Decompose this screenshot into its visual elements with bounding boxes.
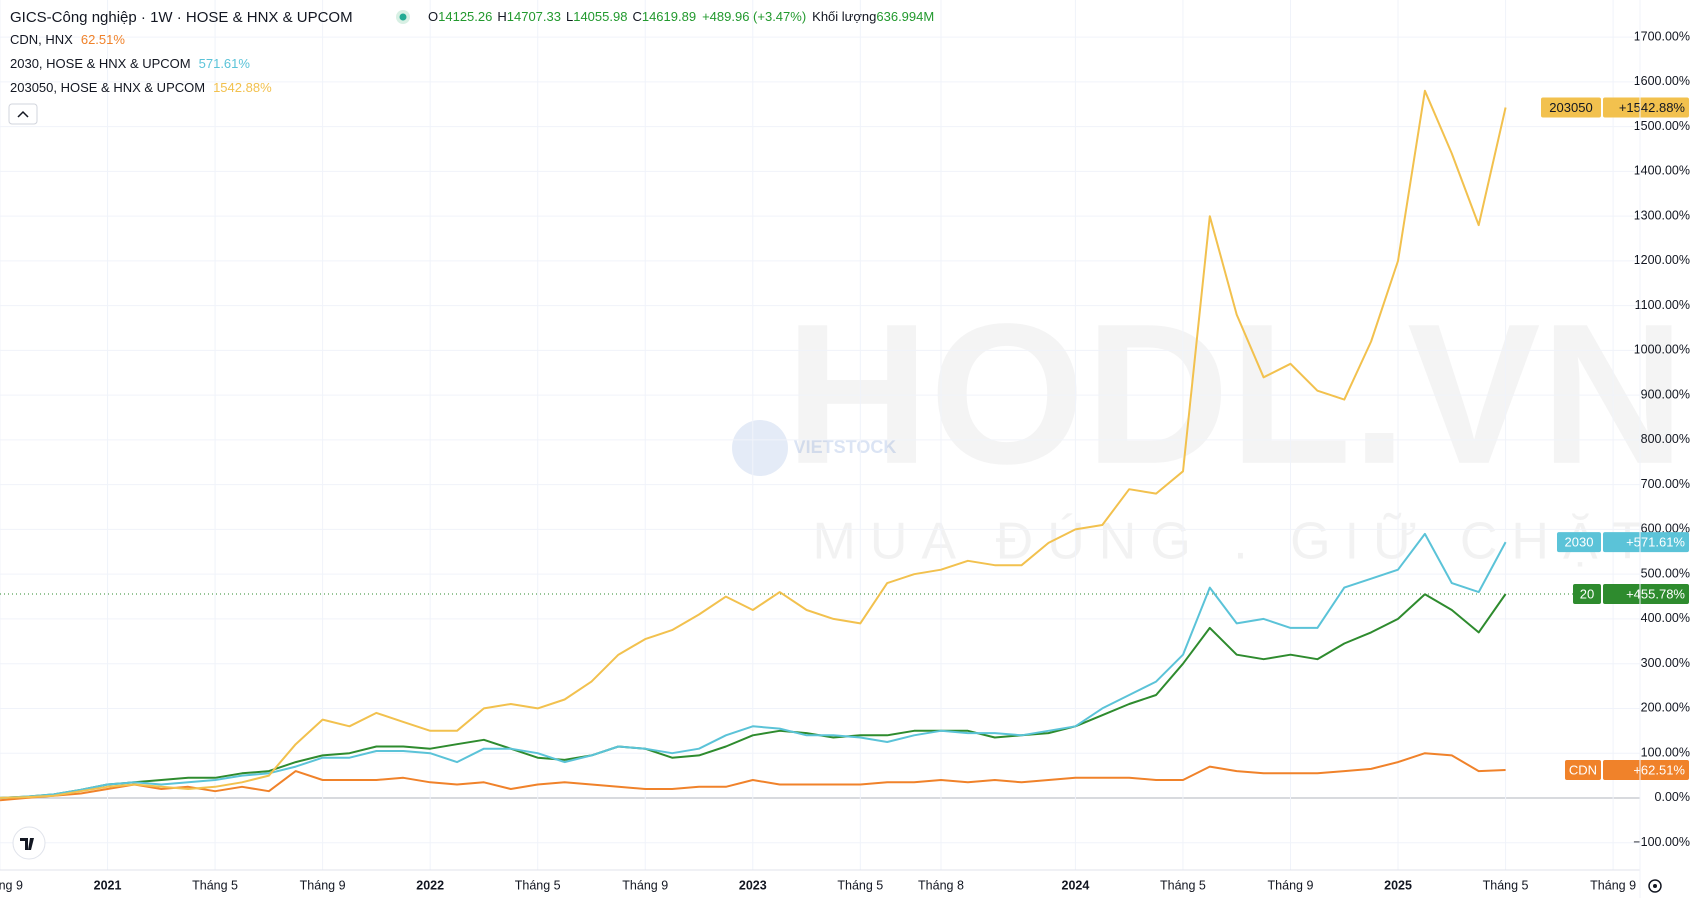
settings-button[interactable]: [1648, 879, 1662, 893]
price-badge: [1565, 759, 1601, 780]
price-badge: [1603, 97, 1689, 118]
price-badge: [1603, 532, 1689, 553]
price-badge: [1603, 583, 1689, 604]
price-badge: [1541, 97, 1601, 118]
ohlc-value: 14055.98: [573, 9, 627, 24]
y-tick-label: 400.00%: [1641, 611, 1690, 625]
x-tick-label: 2024: [1062, 878, 1090, 892]
legend-value: 571.61%: [199, 56, 251, 71]
y-tick-label: 800.00%: [1641, 432, 1690, 446]
y-tick-label: 100.00%: [1641, 745, 1690, 759]
ohlc-value: 14707.33: [507, 9, 561, 24]
legend-entry: 2030, HOSE & HNX & UPCOM 571.61%: [10, 56, 250, 71]
badge-value: +1542.88%: [1619, 100, 1686, 115]
x-tick-label: Tháng 5: [515, 878, 561, 892]
y-tick-label: 1700.00%: [1634, 29, 1690, 43]
y-tick-label: −100.00%: [1633, 835, 1690, 849]
y-tick-label: 0.00%: [1655, 790, 1690, 804]
y-tick-label: 200.00%: [1641, 701, 1690, 715]
badge-name: 2030: [1565, 535, 1594, 550]
y-tick-label: 1200.00%: [1634, 253, 1690, 267]
legend-name: 203050, HOSE & HNX & UPCOM: [10, 80, 205, 95]
y-tick-label: 1500.00%: [1634, 119, 1690, 133]
chart-title: GICS-Công nghiệp · 1W · HOSE & HNX & UPC…: [10, 9, 353, 26]
x-tick-label: Tháng 9: [0, 878, 23, 892]
y-tick-label: 1100.00%: [1635, 298, 1690, 312]
legend: CDN, HNX 62.51% 2030, HOSE & HNX & UPCOM 57…: [10, 32, 272, 95]
x-tick-label: Tháng 5: [837, 878, 883, 892]
logo-icon: [20, 838, 34, 850]
collapse-icon: [17, 110, 29, 118]
legend-entry: CDN, HNX 62.51%: [10, 32, 125, 47]
y-tick-label: 700.00%: [1641, 477, 1690, 491]
legend-name: 2030, HOSE & HNX & UPCOM: [10, 56, 191, 71]
y-tick-label: 500.00%: [1641, 566, 1690, 580]
price-badge: [1573, 583, 1601, 604]
settings-icon: [1653, 884, 1657, 888]
ohlc: O14125.26 H14707.33 L14055.98 C14619.89 +489…: [428, 9, 934, 24]
volume: 636.994M: [876, 9, 934, 24]
watermark-slogan: MUA ĐÚNG . GIỮ CHẶT: [813, 513, 1658, 571]
ohlc-label: O: [428, 9, 438, 24]
x-tick-label: Tháng 9: [1590, 878, 1636, 892]
axes: −100.00% 0.00% 100.00% 200.00% 300.00% 400.00…: [0, 29, 1690, 892]
y-tick-label: 1000.00%: [1634, 343, 1690, 357]
status-dot: [399, 13, 407, 21]
y-tick-label: 1400.00%: [1634, 164, 1690, 178]
plot: [0, 89, 1640, 802]
collapse-button[interactable]: [8, 103, 38, 125]
y-tick-label: 1300.00%: [1634, 208, 1690, 222]
x-tick-label: 2025: [1384, 878, 1412, 892]
x-tick-label: Tháng 5: [192, 878, 238, 892]
series-line: [0, 752, 1506, 802]
x-tick-label: Tháng 9: [622, 878, 668, 892]
series-line: [0, 532, 1507, 799]
x-tick-label: 2022: [416, 878, 444, 892]
x-tick-label: Tháng 5: [1160, 878, 1206, 892]
x-tick-label: Tháng 5: [1483, 878, 1529, 892]
badge-value: +571.61%: [1626, 535, 1685, 550]
x-tick-label: 2021: [94, 878, 122, 892]
x-tick-label: Tháng 8: [918, 878, 964, 892]
badge-name: 203050: [1549, 100, 1592, 115]
price-badge: [1603, 759, 1689, 780]
watermark-brand: VIETSTOCK: [794, 437, 897, 457]
x-tick-label: Tháng 9: [300, 878, 346, 892]
watermark-icon: [732, 420, 788, 476]
ohlc-label: L: [566, 9, 573, 24]
legend-entry: 203050, HOSE & HNX & UPCOM 1542.88%: [10, 80, 272, 95]
y-tick-label: 300.00%: [1641, 656, 1690, 670]
change: +489.96 (+3.47%): [702, 9, 806, 24]
x-tick-label: 2023: [739, 878, 767, 892]
watermark-logo: HODL.VN: [785, 283, 1685, 506]
y-tick-label: 900.00%: [1641, 387, 1690, 401]
ohlc-label: C: [632, 9, 641, 24]
watermark: HODL.VN MUA ĐÚNG . GIỮ CHẶT VIETSTOCK: [732, 283, 1685, 571]
badge-name: 20: [1580, 586, 1594, 601]
volume-label: Khối lượng: [812, 9, 876, 24]
badge-name: CDN: [1569, 762, 1597, 777]
ohlc-value: 14619.89: [642, 9, 696, 24]
badge-value: +62.51%: [1633, 762, 1685, 777]
ohlc-label: H: [497, 9, 506, 24]
legend-name: CDN, HNX: [10, 32, 73, 47]
x-tick-label: Tháng 9: [1268, 878, 1314, 892]
series-line: [0, 593, 1507, 799]
badge-value: +455.78%: [1626, 586, 1685, 601]
legend-value: 1542.88%: [213, 80, 272, 95]
logo-button[interactable]: [12, 826, 46, 860]
price-badge: [1557, 532, 1601, 553]
ohlc-value: 14125.26: [438, 9, 492, 24]
legend-value: 62.51%: [81, 32, 126, 47]
y-tick-label: 1600.00%: [1634, 74, 1690, 88]
series-line: [0, 89, 1507, 799]
